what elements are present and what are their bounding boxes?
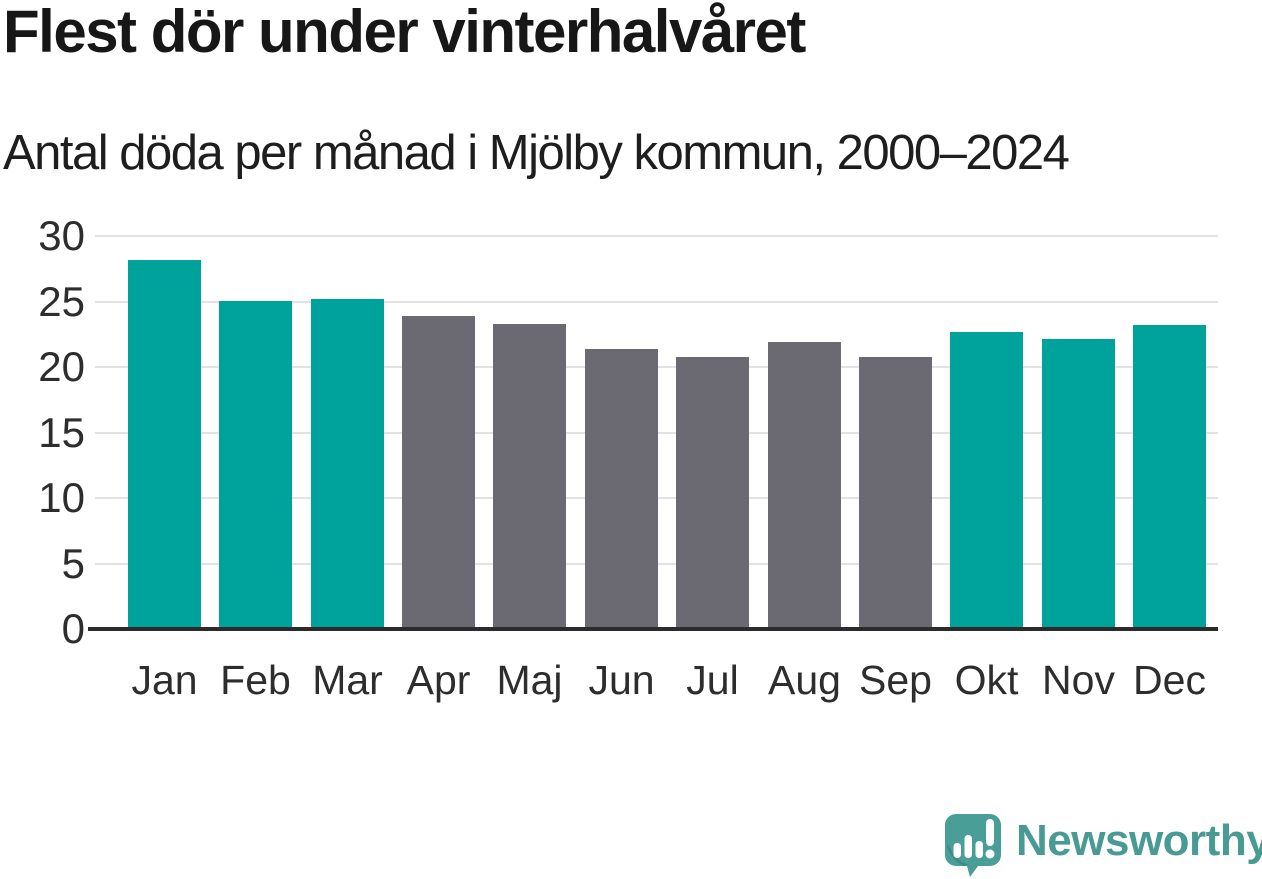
newsworthy-logo-icon: [945, 814, 1001, 877]
x-tick-label-jul: Jul: [686, 657, 739, 703]
y-tick-label-0: 0: [61, 605, 85, 652]
bar-dec: [1133, 325, 1206, 629]
x-tick-label-apr: Apr: [406, 657, 471, 703]
bar-feb: [219, 301, 292, 629]
brand-footer: Newsworthy: [938, 808, 1262, 879]
bar-okt: [950, 332, 1023, 629]
y-tick-label-20: 20: [38, 343, 85, 390]
x-tick-label-sep: Sep: [859, 657, 932, 703]
bar-maj: [493, 324, 566, 629]
bar-jan: [128, 260, 201, 629]
gridline-25: [95, 301, 1218, 303]
chart-title: Flest dör under vinterhalvåret: [3, 0, 806, 65]
x-tick-label-okt: Okt: [954, 657, 1019, 703]
gridline-30: [95, 235, 1218, 237]
y-tick-label-15: 15: [38, 409, 85, 456]
brand-name: Newsworthy: [1016, 816, 1262, 865]
bar-aug: [768, 342, 841, 629]
x-tick-label-nov: Nov: [1042, 657, 1115, 703]
x-axis-line: [88, 627, 1218, 631]
bar-sep: [859, 357, 932, 629]
y-tick-label-10: 10: [38, 474, 85, 521]
x-tick-label-mar: Mar: [312, 657, 383, 703]
y-tick-label-25: 25: [38, 278, 85, 325]
bar-nov: [1042, 339, 1115, 629]
x-tick-label-dec: Dec: [1133, 657, 1206, 703]
x-tick-label-maj: Maj: [496, 657, 563, 703]
bar-jun: [585, 349, 658, 629]
bar-jul: [676, 357, 749, 629]
x-tick-label-jan: Jan: [131, 657, 198, 703]
bar-apr: [402, 316, 475, 629]
x-tick-label-aug: Aug: [768, 657, 841, 703]
chart-subtitle: Antal döda per månad i Mjölby kommun, 20…: [3, 126, 1070, 180]
bar-mar: [311, 299, 384, 629]
y-tick-label-5: 5: [61, 540, 85, 587]
x-tick-label-jun: Jun: [588, 657, 655, 703]
y-tick-label-30: 30: [38, 212, 85, 259]
x-tick-label-feb: Feb: [220, 657, 291, 703]
